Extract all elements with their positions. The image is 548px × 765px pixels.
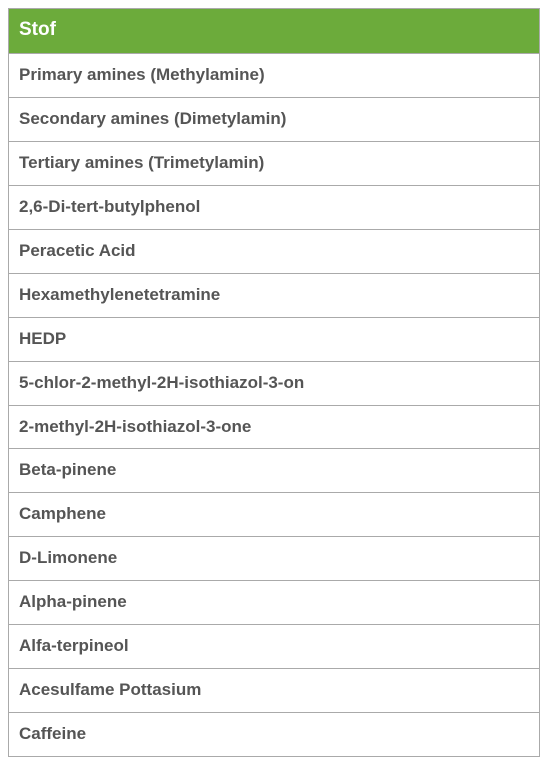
substance-cell: Alfa-terpineol — [9, 625, 540, 669]
substance-cell: Caffeine — [9, 713, 540, 757]
table-row: 2,6-Di-tert-butylphenol — [9, 185, 540, 229]
table-row: Secondary amines (Dimetylamin) — [9, 97, 540, 141]
substance-cell: Primary amines (Methylamine) — [9, 54, 540, 98]
substance-cell: 5-chlor-2-methyl-2H-isothiazol-3-on — [9, 361, 540, 405]
table-row: Beta-pinene — [9, 449, 540, 493]
substance-cell: Beta-pinene — [9, 449, 540, 493]
table-row: D-Limonene — [9, 537, 540, 581]
table-row: Alfa-terpineol — [9, 625, 540, 669]
table-row: HEDP — [9, 317, 540, 361]
substance-cell: D-Limonene — [9, 537, 540, 581]
table-row: Hexamethylenetetramine — [9, 273, 540, 317]
substances-table: Stof Primary amines (Methylamine) Second… — [8, 8, 540, 757]
table-row: 2-methyl-2H-isothiazol-3-one — [9, 405, 540, 449]
substance-cell: Camphene — [9, 493, 540, 537]
table-row: Camphene — [9, 493, 540, 537]
table-row: Tertiary amines (Trimetylamin) — [9, 141, 540, 185]
substance-cell: Hexamethylenetetramine — [9, 273, 540, 317]
table-row: Alpha-pinene — [9, 581, 540, 625]
substance-cell: HEDP — [9, 317, 540, 361]
substance-cell: 2-methyl-2H-isothiazol-3-one — [9, 405, 540, 449]
table-row: Peracetic Acid — [9, 229, 540, 273]
table-row: Caffeine — [9, 713, 540, 757]
table-container: Stof Primary amines (Methylamine) Second… — [0, 0, 548, 765]
substance-cell: Peracetic Acid — [9, 229, 540, 273]
substance-cell: Tertiary amines (Trimetylamin) — [9, 141, 540, 185]
table-row: Acesulfame Pottasium — [9, 669, 540, 713]
substance-cell: Alpha-pinene — [9, 581, 540, 625]
column-header-stof: Stof — [9, 9, 540, 54]
table-row: 5-chlor-2-methyl-2H-isothiazol-3-on — [9, 361, 540, 405]
substance-cell: Secondary amines (Dimetylamin) — [9, 97, 540, 141]
substance-cell: 2,6-Di-tert-butylphenol — [9, 185, 540, 229]
substance-cell: Acesulfame Pottasium — [9, 669, 540, 713]
table-row: Primary amines (Methylamine) — [9, 54, 540, 98]
